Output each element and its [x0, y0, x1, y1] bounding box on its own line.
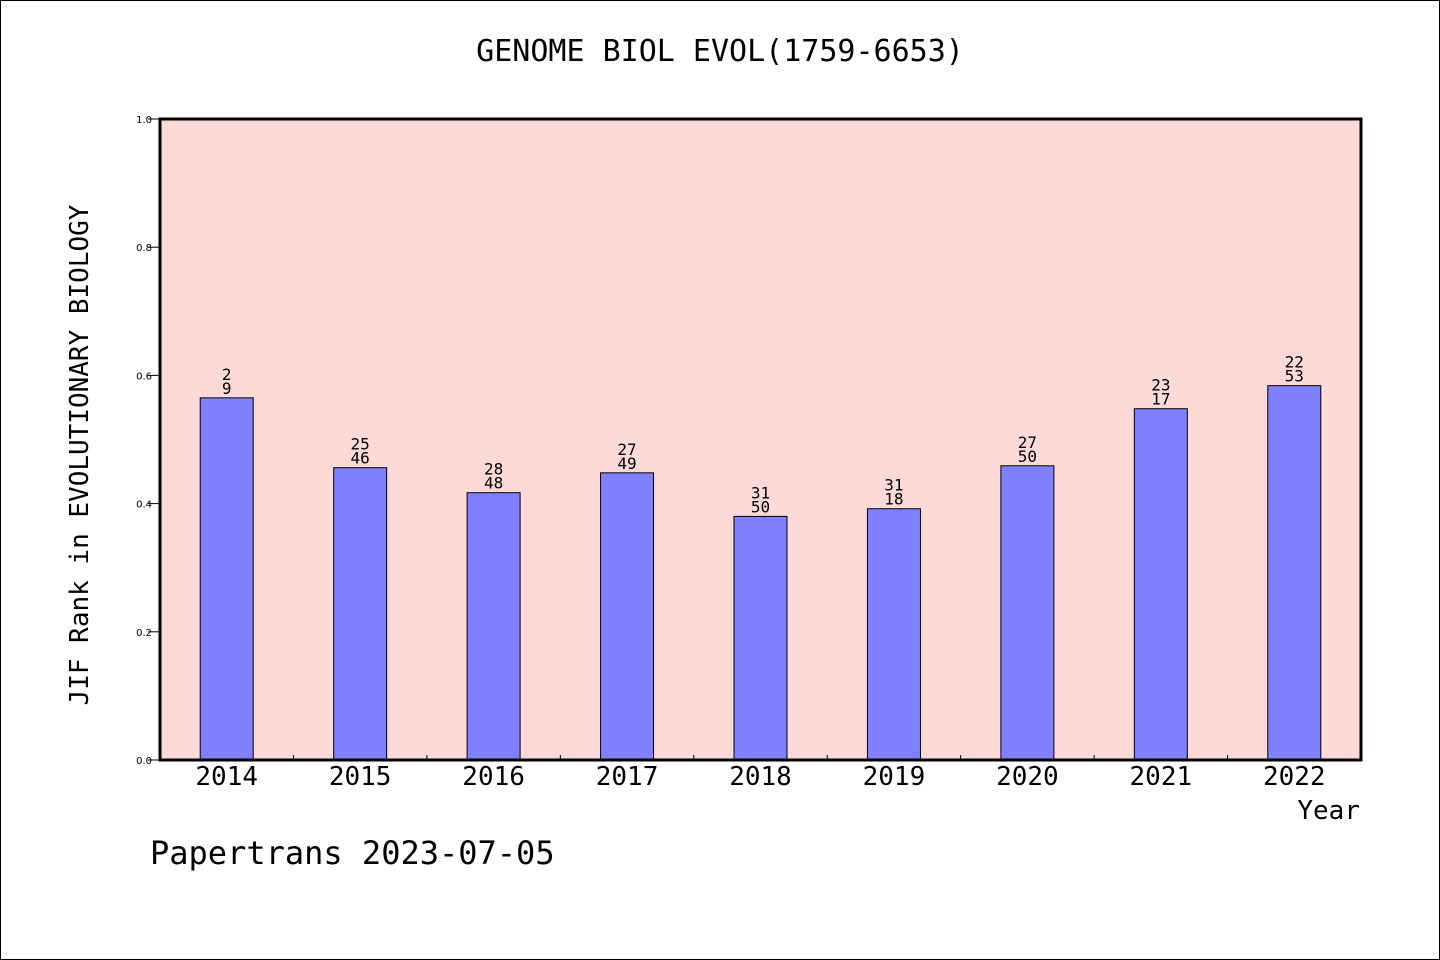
- y-tick-label: 0.6: [136, 371, 152, 382]
- y-tick-label: 0.2: [136, 628, 152, 639]
- data-label-bottom: 53: [1285, 367, 1304, 386]
- bar-2021: [1133, 408, 1188, 761]
- data-label-top: 27: [1018, 433, 1037, 452]
- data-label-bottom: 46: [351, 449, 370, 468]
- x-tick-label: 2017: [596, 762, 659, 792]
- x-tick-label: 2016: [462, 762, 525, 792]
- y-tick-label: 1.0: [136, 115, 152, 126]
- x-tick-label: 2022: [1263, 762, 1326, 792]
- x-axis-label: Year: [1297, 796, 1360, 826]
- x-tick-label: 2015: [329, 762, 392, 792]
- bar-2018: [733, 515, 788, 761]
- data-label-bottom: 49: [617, 454, 636, 473]
- data-label-top: 31: [751, 483, 770, 502]
- data-label-bottom: 17: [1151, 390, 1170, 409]
- bar-2022: [1267, 385, 1322, 761]
- y-tick-label: 0.4: [136, 500, 152, 511]
- footer-credit: Papertrans 2023-07-05: [150, 834, 555, 872]
- chart-title: GENOME BIOL EVOL(1759-6653): [476, 34, 964, 69]
- data-label-bottom: 18: [884, 490, 903, 509]
- y-tick-label: 0.0: [136, 756, 152, 767]
- data-label-bottom: 48: [484, 474, 503, 493]
- bar-2019: [866, 508, 921, 761]
- data-label-top: 27: [617, 440, 636, 459]
- bar-2014: [199, 397, 254, 761]
- x-tick-label: 2020: [996, 762, 1059, 792]
- data-label-top: 2: [222, 365, 232, 384]
- plot-border: [158, 117, 1363, 762]
- data-label-top: 31: [884, 476, 903, 495]
- bar-2015: [333, 467, 388, 761]
- data-label-bottom: 9: [222, 379, 232, 398]
- y-tick-label: 0.8: [136, 243, 152, 254]
- data-label-top: 22: [1285, 353, 1304, 372]
- bar-2020: [1000, 465, 1055, 761]
- data-label-top: 25: [351, 435, 370, 454]
- x-tick-label: 2014: [195, 762, 258, 792]
- x-tick-label: 2018: [729, 762, 792, 792]
- x-tick-label: 2021: [1130, 762, 1193, 792]
- data-label-bottom: 50: [1018, 447, 1037, 466]
- x-tick-label: 2019: [863, 762, 926, 792]
- data-label-top: 23: [1151, 376, 1170, 395]
- bar-2016: [466, 492, 521, 761]
- bar-2017: [600, 472, 655, 761]
- data-label-bottom: 50: [751, 497, 770, 516]
- data-label-top: 28: [484, 460, 503, 479]
